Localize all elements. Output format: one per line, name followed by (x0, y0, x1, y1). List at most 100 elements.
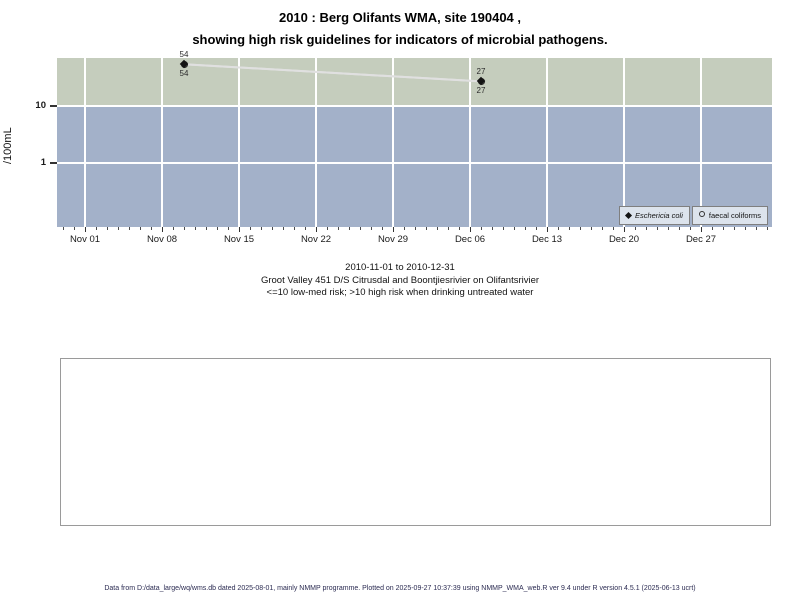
x-major-tick (85, 227, 86, 232)
x-minor-tick (349, 227, 350, 230)
x-minor-tick (646, 227, 647, 230)
point-value-label: 27 (476, 67, 486, 77)
chart-title-line2: showing high risk guidelines for indicat… (192, 32, 608, 47)
y-tick-mark (50, 162, 57, 164)
x-minor-tick (492, 227, 493, 230)
legend-item-ecoli: Eschericia coli (618, 206, 690, 225)
y-axis-label: /100mL (2, 127, 14, 164)
x-tick-label: Dec 13 (531, 234, 563, 245)
x-minor-tick (679, 227, 680, 230)
x-minor-tick (657, 227, 658, 230)
x-minor-tick (525, 227, 526, 230)
x-minor-tick (151, 227, 152, 230)
x-minor-tick (437, 227, 438, 230)
x-minor-tick (173, 227, 174, 230)
x-minor-tick (404, 227, 405, 230)
x-major-tick (316, 227, 317, 232)
open-circle-icon (698, 210, 705, 217)
x-tick-label: Nov 01 (69, 234, 101, 245)
x-tick-label: Nov 29 (377, 234, 409, 245)
y-tick-label: 10 (35, 100, 46, 111)
chart-title-line1: 2010 : Berg Olifants WMA, site 190404 , (278, 10, 522, 25)
x-minor-tick (723, 227, 724, 230)
horizontal-gridline (57, 105, 772, 107)
x-tick-label: Nov 22 (300, 234, 332, 245)
x-major-tick (393, 227, 394, 232)
legend-label: faecal coliforms (708, 211, 761, 220)
x-minor-tick (140, 227, 141, 230)
subtitle-date-range: 2010-11-01 to 2010-12-31 (345, 262, 455, 273)
x-minor-tick (283, 227, 284, 230)
x-minor-tick (690, 227, 691, 230)
x-minor-tick (536, 227, 537, 230)
x-minor-tick (415, 227, 416, 230)
vertical-gridline (392, 58, 394, 227)
x-axis: Nov 01 Nov 08 Nov 15 Nov 22 Nov 29 Dec 06 Dec … (0, 227, 800, 249)
x-minor-tick (195, 227, 196, 230)
x-minor-tick (602, 227, 603, 230)
x-tick-label: Dec 20 (608, 234, 640, 245)
vertical-gridline (546, 58, 548, 227)
point-value-label: 27 (476, 86, 486, 96)
legend-label: Eschericia coli (634, 211, 683, 220)
x-minor-tick (767, 227, 768, 230)
vertical-gridline (238, 58, 240, 227)
x-minor-tick (184, 227, 185, 230)
empty-panel (60, 358, 771, 526)
x-minor-tick (426, 227, 427, 230)
x-minor-tick (96, 227, 97, 230)
x-minor-tick (745, 227, 746, 230)
x-minor-tick (305, 227, 306, 230)
x-minor-tick (228, 227, 229, 230)
x-minor-tick (591, 227, 592, 230)
x-minor-tick (217, 227, 218, 230)
x-major-tick (547, 227, 548, 232)
x-minor-tick (668, 227, 669, 230)
vertical-gridline (623, 58, 625, 227)
x-tick-label: Nov 15 (223, 234, 255, 245)
x-minor-tick (558, 227, 559, 230)
high-risk-band (57, 58, 772, 106)
x-minor-tick (360, 227, 361, 230)
subtitle-risk-note: <=10 low-med risk; >10 high risk when dr… (266, 287, 534, 298)
subtitle-site-description: Groot Valley 451 D/S Citrusdal and Boont… (260, 274, 540, 286)
x-minor-tick (371, 227, 372, 230)
vertical-gridline (469, 58, 471, 227)
x-minor-tick (107, 227, 108, 230)
footer-provenance: Data from D:/data_large/wq/wms.db dated … (104, 585, 696, 592)
x-minor-tick (514, 227, 515, 230)
legend: Eschericia coli faecal coliforms (618, 206, 768, 225)
x-minor-tick (712, 227, 713, 230)
x-major-tick (624, 227, 625, 232)
y-tick-mark (50, 105, 57, 107)
x-minor-tick (261, 227, 262, 230)
subtitle: 2010-11-01 to 2010-12-31 Groot Valley 45… (0, 262, 800, 300)
x-minor-tick (613, 227, 614, 230)
horizontal-gridline (57, 162, 772, 164)
vertical-gridline (315, 58, 317, 227)
vertical-gridline (161, 58, 163, 227)
x-major-tick (701, 227, 702, 232)
filled-diamond-icon (624, 211, 632, 220)
legend-item-faecal-coliforms: faecal coliforms (691, 206, 768, 225)
x-minor-tick (756, 227, 757, 230)
x-minor-tick (503, 227, 504, 230)
x-minor-tick (734, 227, 735, 230)
x-minor-tick (129, 227, 130, 230)
point-value-label: 54 (179, 50, 189, 60)
y-tick-label: 1 (40, 157, 46, 168)
x-minor-tick (118, 227, 119, 230)
x-minor-tick (580, 227, 581, 230)
x-tick-label: Dec 06 (454, 234, 486, 245)
x-minor-tick (294, 227, 295, 230)
series-line-layer (183, 63, 482, 83)
x-major-tick (162, 227, 163, 232)
x-minor-tick (338, 227, 339, 230)
x-minor-tick (272, 227, 273, 230)
x-minor-tick (448, 227, 449, 230)
series-line (183, 63, 482, 83)
plot-panel: 54 27 54 27 Eschericia coli faecal coliform… (57, 50, 772, 227)
x-major-tick (470, 227, 471, 232)
x-major-tick (239, 227, 240, 232)
